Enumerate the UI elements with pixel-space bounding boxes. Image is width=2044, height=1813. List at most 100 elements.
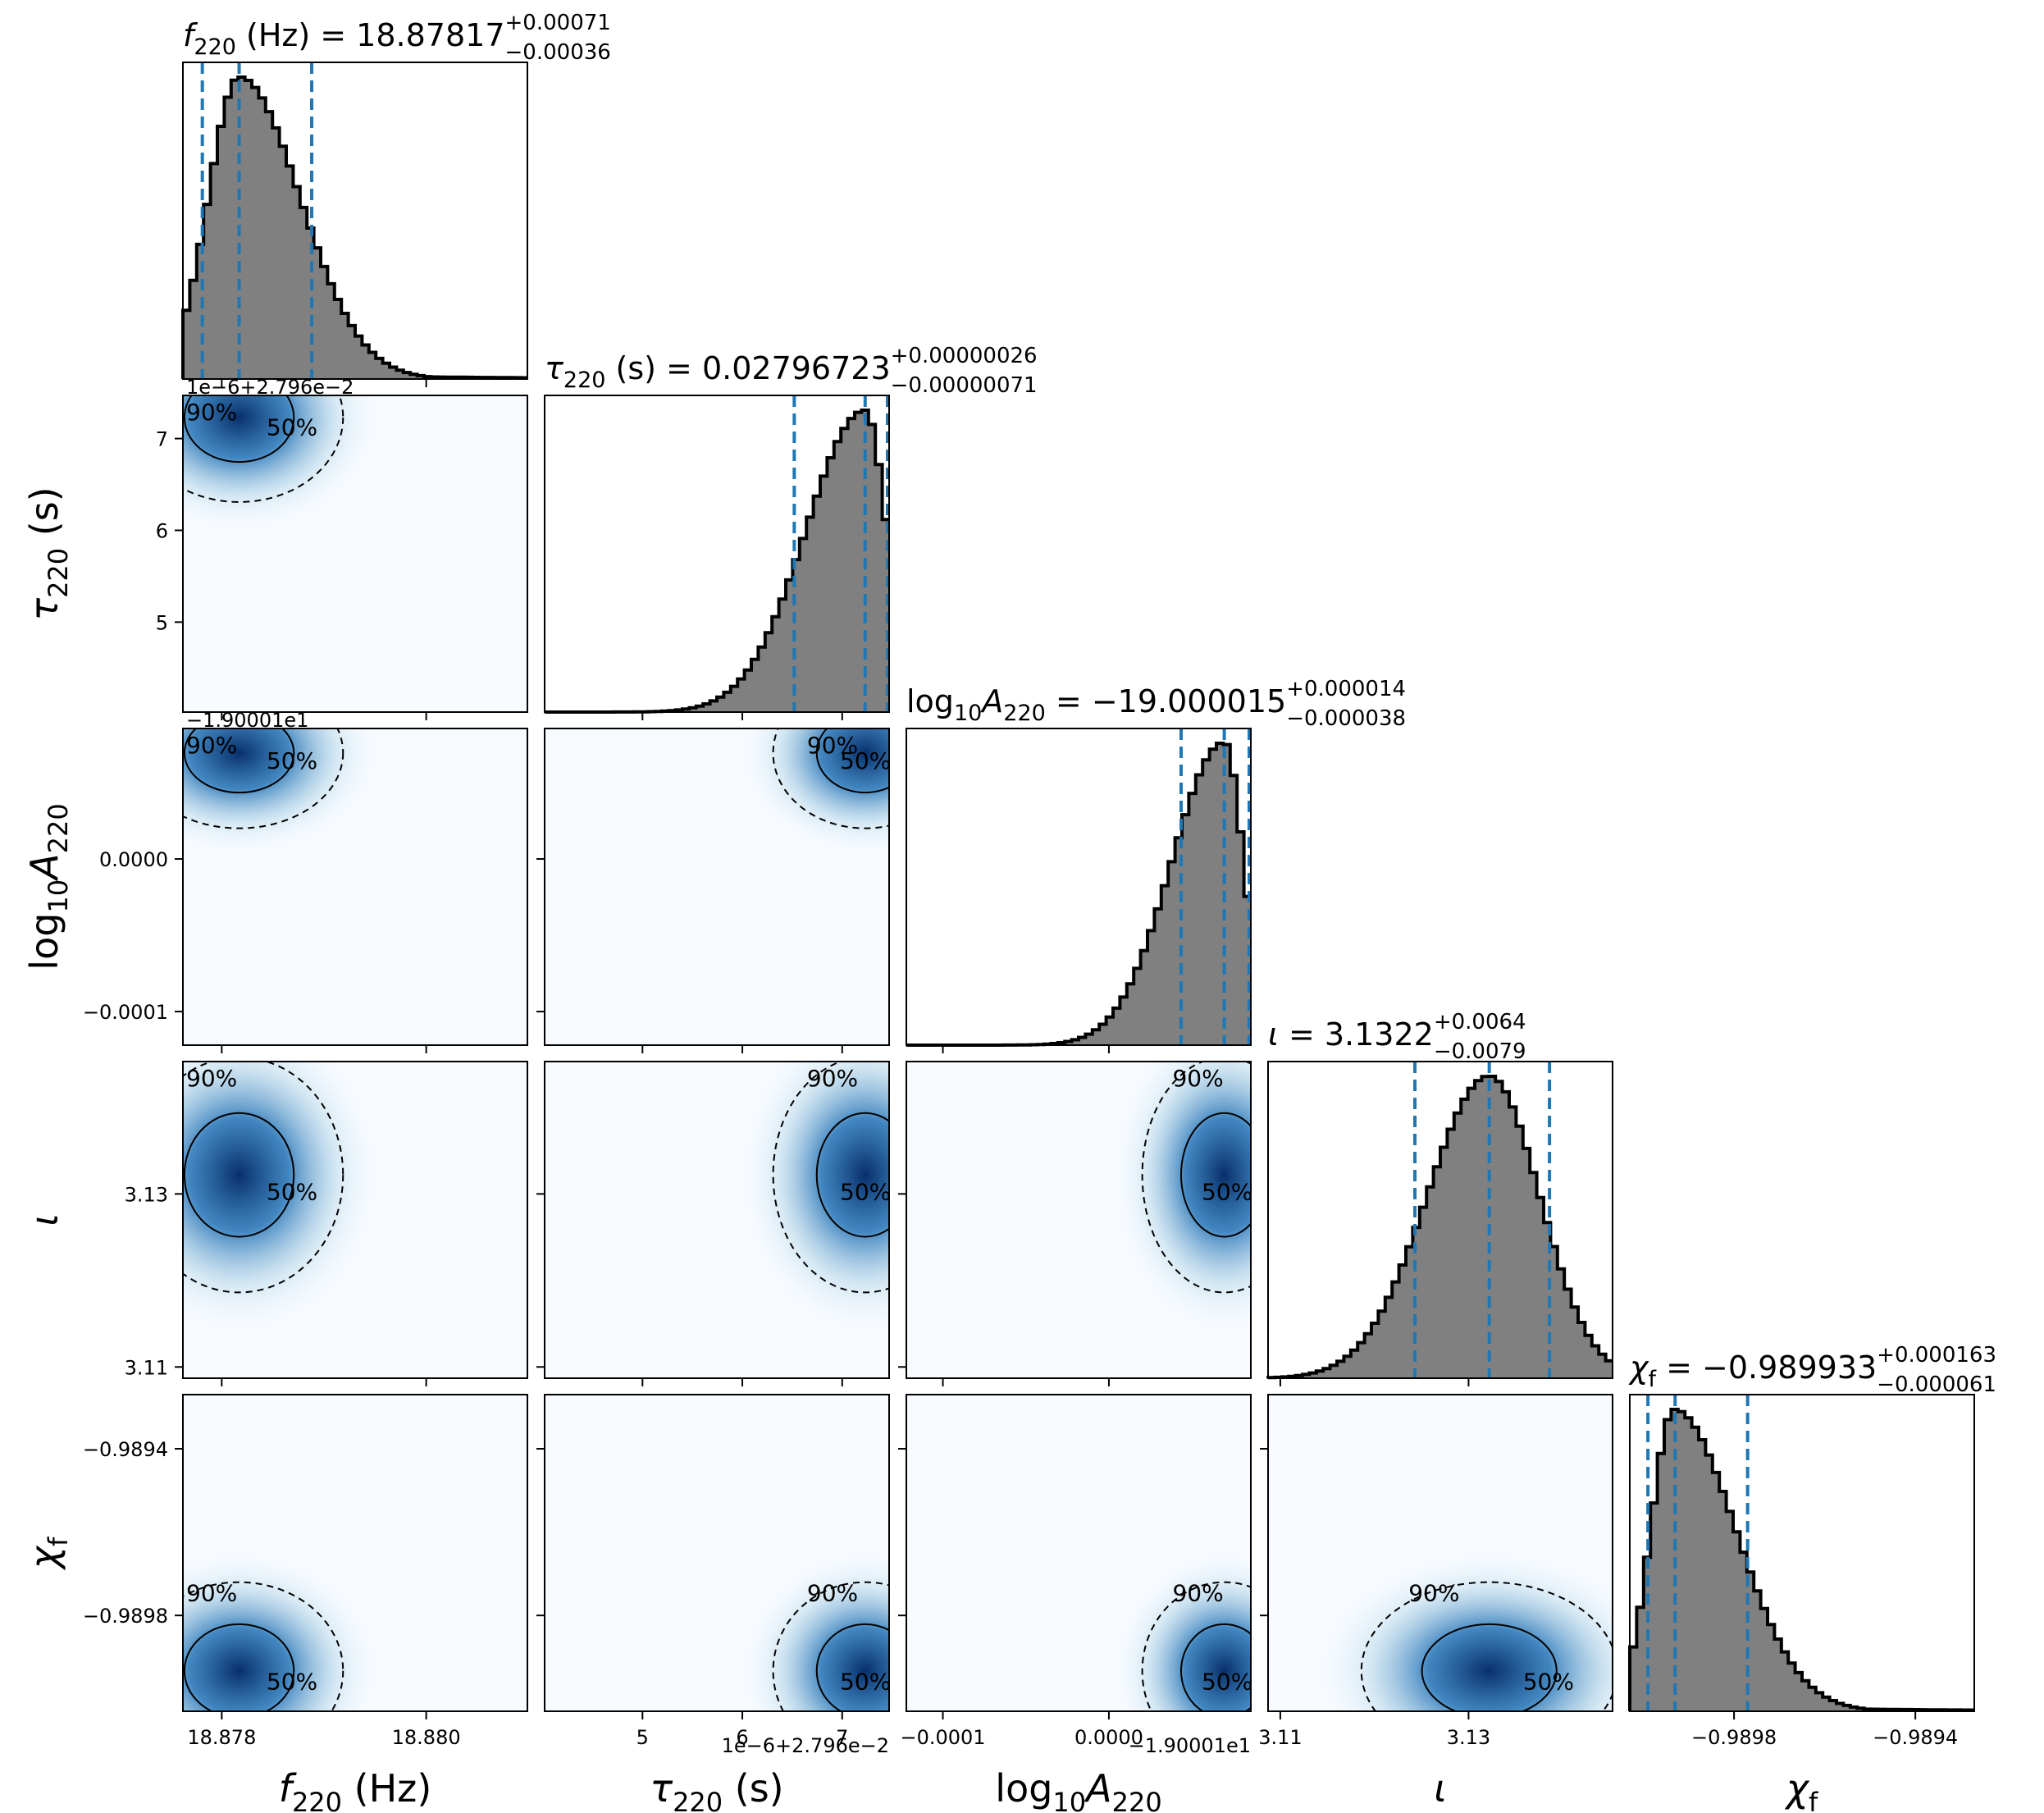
title-log10A220-part: 10: [954, 701, 982, 726]
x-axis-label-part: (Hz): [342, 1766, 431, 1811]
x-axis-label-part: 220: [292, 1787, 342, 1813]
x-tick-label: 18.880: [392, 1726, 461, 1749]
density-panel-log10A220-iota: 50% 90%: [906, 1061, 1252, 1379]
contour-50: [1180, 1623, 1251, 1711]
title-iota: ι = 3.1322+0.0064: [1268, 1010, 1526, 1053]
panel-frame: [182, 728, 528, 1046]
title-log10A220-part: 220: [1003, 701, 1046, 726]
x-offset-text: 1e−6+2.796e−2: [722, 1734, 889, 1757]
y-axis-label-iota: ι: [22, 1213, 66, 1226]
labels-group: f220 (Hz) = 18.87817+0.00071−0.00036τ220…: [22, 11, 1996, 1813]
contour-90: [772, 728, 889, 829]
density-panel-tau220-log10A220: 50%90%: [544, 728, 890, 1046]
title-tau220-part: τ: [545, 350, 564, 386]
histogram-fill: [1268, 1076, 1613, 1378]
contour-90: [183, 395, 344, 503]
panel-frame: [906, 1061, 1252, 1379]
x-offset-text: −1.90001e1: [1129, 1734, 1251, 1757]
y-tick-label: 6: [156, 519, 168, 542]
y-axis-label-part: ι: [22, 1213, 66, 1226]
y-axis-label-part: f: [43, 1537, 74, 1546]
contour-50: [183, 1623, 295, 1711]
hist-panel-iota: [1266, 1061, 1613, 1380]
title-log10A220-part: = −19.000015: [1046, 683, 1286, 719]
density-blob: [183, 395, 381, 533]
panel-frame: [1629, 1394, 1975, 1712]
title-f220: f220 (Hz) = 18.87817+0.00071: [183, 11, 611, 60]
x-axis-label-part: 10: [1052, 1787, 1086, 1813]
x-axis-label-part: log: [995, 1766, 1052, 1811]
y-offset-text: −1.90001e1: [186, 709, 308, 732]
title-f220-part: (Hz) = 18.87817: [236, 17, 505, 53]
histogram-fill: [1630, 1409, 1974, 1711]
title-tau220: τ220 (s) = 0.02796723+0.00000026: [545, 344, 1038, 393]
contour-label-50: 50%: [267, 1178, 317, 1205]
y-tick-label: 3.11: [125, 1356, 168, 1379]
contour-90: [772, 1581, 889, 1711]
title-err-plus: +0.000014: [1286, 677, 1406, 701]
contour-label-50: 50%: [1523, 1668, 1574, 1695]
panel-frame: [906, 728, 1252, 1046]
hist-panel-chif: [1628, 1394, 1975, 1712]
x-tick-label: 0.0000: [1074, 1726, 1143, 1749]
title-f220-part: 220: [194, 34, 236, 60]
contour-50: [815, 1623, 889, 1711]
contour-label-50: 50%: [1202, 1668, 1252, 1695]
density-blob: [1314, 1549, 1613, 1711]
title-err-plus: +0.00000026: [891, 344, 1038, 368]
histogram-fill: [906, 743, 1251, 1045]
y-tick-label: 5: [156, 611, 168, 634]
y-tick-label: 3.13: [125, 1183, 168, 1206]
y-tick-label: −0.9894: [83, 1438, 168, 1461]
title-log10A220: log10A220 = −19.000015+0.000014: [906, 677, 1406, 726]
contour-90: [183, 1062, 344, 1294]
histogram-fill: [545, 410, 889, 712]
contour-50: [1180, 1112, 1251, 1238]
contour-label-50: 50%: [840, 1668, 891, 1695]
contour-label-90: 90%: [186, 1065, 237, 1092]
histogram-fill: [183, 77, 527, 379]
density-panel-f220-log10A220: 50% 90%: [182, 728, 528, 1046]
title-tau220-part: (s) = 0.02796723: [605, 350, 890, 386]
density-panel-f220-tau220: 50% 90%: [182, 395, 528, 713]
title-err-minus: −0.000061: [1877, 1372, 1996, 1397]
contour-label-50: 50%: [267, 747, 317, 774]
title-log10A220-part: A: [979, 683, 1003, 719]
contour-label-50: 50%: [267, 1668, 317, 1695]
contour-label-50: 50%: [1202, 1178, 1252, 1205]
title-err-minus: −0.00000071: [891, 373, 1038, 398]
title-err-plus: +0.0064: [1434, 1010, 1526, 1034]
panel-frame: [182, 395, 528, 713]
contour-label-90: 90%: [186, 1579, 237, 1606]
panel-frame: [544, 1394, 890, 1712]
contour-label-90: 90%: [1172, 1065, 1223, 1092]
x-axis-label-part: A: [1084, 1766, 1111, 1811]
x-axis-label-tau220: τ220 (s): [650, 1766, 783, 1813]
y-axis-label-part: (s): [22, 486, 66, 547]
contour-label-90: 90%: [807, 732, 858, 759]
x-tick-label: −0.0001: [900, 1726, 985, 1749]
density-panel-iota-chif: 50% 90%: [1267, 1394, 1613, 1712]
title-err-minus: −0.000038: [1286, 706, 1406, 731]
density-blob: [183, 728, 381, 856]
contour-50: [183, 395, 295, 464]
y-tick-label: −0.0001: [83, 1001, 168, 1024]
hist-panel-log10A220: [906, 728, 1252, 1047]
density-blob: [183, 1549, 381, 1711]
y-axis-label-part: 220: [43, 548, 74, 598]
x-tick-label: −0.9898: [1691, 1726, 1777, 1749]
x-axis-label-chif: χf: [1784, 1766, 1818, 1813]
contour-label-90: 90%: [807, 1065, 858, 1092]
x-axis-label-log10A220: log10A220: [995, 1766, 1161, 1813]
title-iota-part: = 3.1322: [1279, 1016, 1434, 1053]
y-axis-label-part: A: [22, 853, 66, 881]
contour-label-50: 50%: [840, 1178, 891, 1205]
x-axis-label-part: ι: [1434, 1766, 1447, 1811]
contour-50: [183, 728, 295, 794]
panel-frame: [182, 1394, 528, 1712]
x-axis-label-part: 220: [1112, 1787, 1162, 1813]
contour-90: [1141, 1062, 1251, 1294]
contour-90: [1141, 1581, 1251, 1711]
contour-50: [183, 1112, 295, 1238]
y-axis-label-part: 220: [43, 803, 74, 853]
